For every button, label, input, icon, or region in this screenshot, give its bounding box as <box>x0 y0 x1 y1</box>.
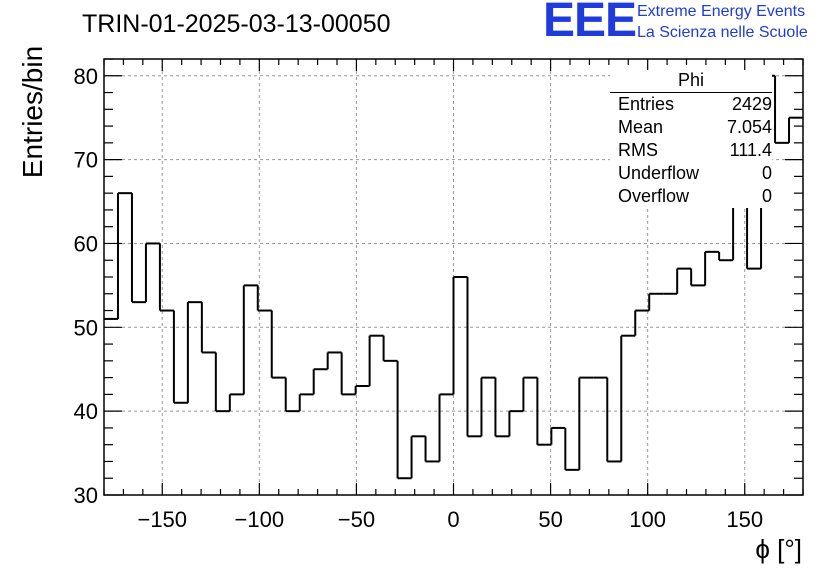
eee-logo: EEE <box>543 0 637 47</box>
y-tick-label: 50 <box>74 315 98 340</box>
stats-row-rms: RMS 111.4 <box>610 139 772 162</box>
stats-label: Entries <box>618 94 675 114</box>
stats-value: 0 <box>761 163 772 183</box>
x-tick-label: 150 <box>726 507 763 532</box>
x-axis-label: ϕ [°] <box>755 534 802 564</box>
x-tick-label: −50 <box>338 507 375 532</box>
plot-title: TRIN-01-2025-03-13-00050 <box>82 10 391 38</box>
stats-box: Phi Entries 2429 Mean 7.054 RMS 111.4 Un… <box>610 70 772 208</box>
stats-label: Mean <box>618 117 664 137</box>
y-tick-label: 70 <box>74 148 98 173</box>
stats-value: 2429 <box>731 94 772 114</box>
stats-row-overflow: Overflow 0 <box>610 185 772 208</box>
stats-value: 111.4 <box>729 140 772 160</box>
stats-label: RMS <box>618 140 658 160</box>
y-tick-label: 60 <box>74 231 98 256</box>
axis-ticks <box>103 58 804 496</box>
stats-label: Underflow <box>618 163 700 183</box>
stats-row-mean: Mean 7.054 <box>610 116 772 139</box>
y-tick-label: 40 <box>74 399 98 424</box>
stats-title: Phi <box>610 70 772 93</box>
x-tick-label: 50 <box>538 507 562 532</box>
logo-caption-line1: Extreme Energy Events <box>637 3 806 20</box>
y-axis-label: Entries/bin <box>17 45 48 179</box>
tick-labels: −150 −100 −50 0 50 100 150 30 40 50 60 70 80 <box>74 64 764 532</box>
stats-row-underflow: Underflow 0 <box>610 162 772 185</box>
stats-label: Overflow <box>618 186 690 206</box>
logo-caption-line2: La Scienza nelle Scuole <box>637 24 808 41</box>
y-tick-label: 30 <box>74 483 98 508</box>
x-tick-label: −150 <box>137 507 187 532</box>
stats-value: 0 <box>761 186 772 206</box>
y-tick-label: 80 <box>74 64 98 89</box>
stats-row-entries: Entries 2429 <box>610 93 772 116</box>
x-tick-label: 0 <box>447 507 459 532</box>
stats-value: 7.054 <box>726 117 772 137</box>
x-tick-label: −100 <box>235 507 285 532</box>
x-tick-label: 100 <box>629 507 666 532</box>
